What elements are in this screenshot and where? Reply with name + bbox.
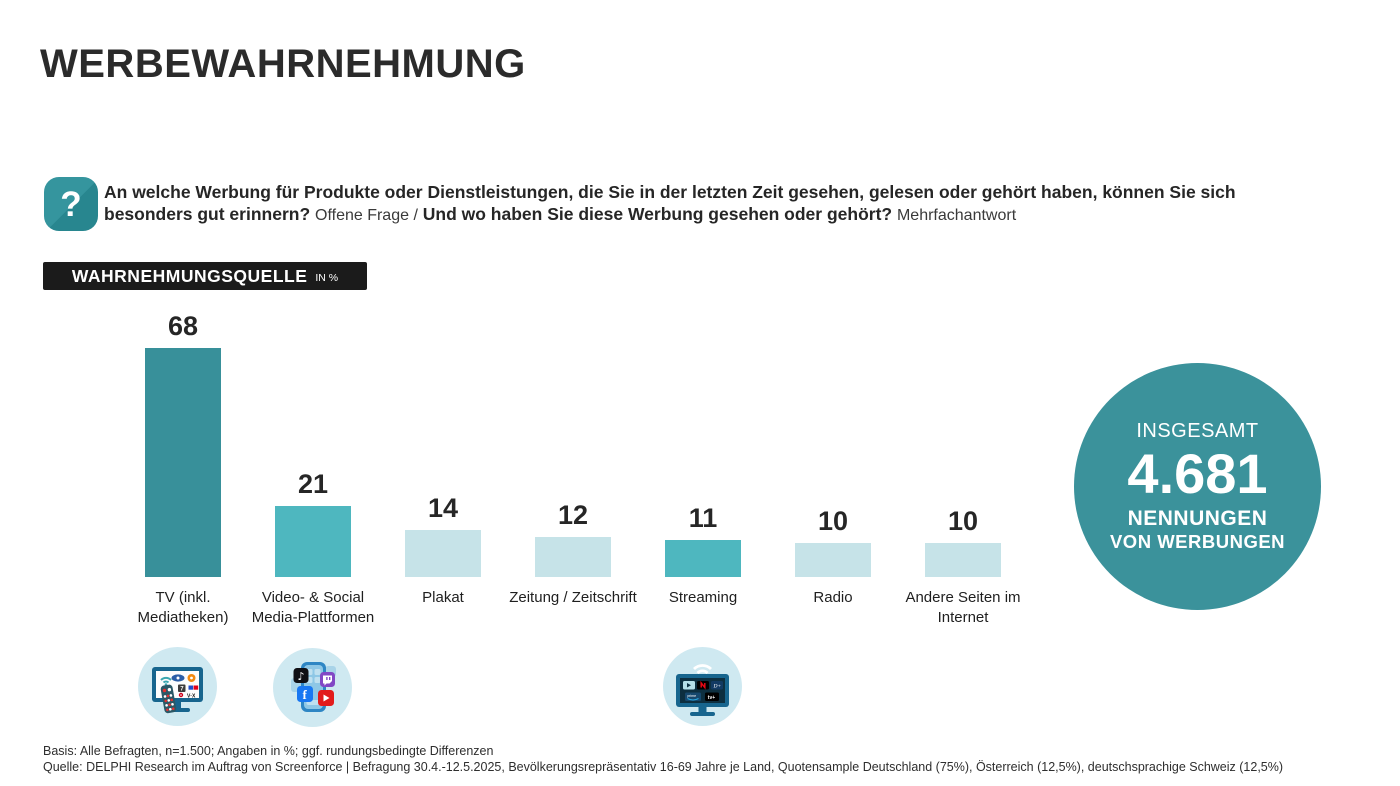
- bar-value-label: 14: [427, 493, 459, 523]
- question-part-1: An welche Werbung für Produkte oder Dien…: [104, 182, 1236, 224]
- bar-value-label: 10: [947, 506, 979, 536]
- question-note-2: Mehrfachantwort: [896, 207, 1017, 224]
- total-label-sub1: NENNUNGEN: [1127, 507, 1268, 531]
- bar-value-label: 10: [817, 506, 849, 536]
- question-part-2: Und wo haben Sie diese Werbung gesehen o…: [422, 204, 893, 224]
- bar-column: 10: [898, 303, 1028, 577]
- total-value: 4.681: [1127, 441, 1268, 505]
- streaming-tv-icon: D+ prime tv+: [663, 647, 742, 726]
- bar-column: 10: [768, 303, 898, 577]
- svg-text:♪: ♪: [298, 670, 305, 683]
- footer-quelle: Quelle: DELPHI Research im Auftrag von S…: [43, 760, 1284, 774]
- section-badge-unit: IN %: [315, 272, 339, 284]
- bar: [925, 543, 1001, 577]
- bar-column: 11: [638, 303, 768, 577]
- svg-text:D+: D+: [713, 683, 722, 689]
- svg-text:f: f: [303, 687, 308, 702]
- bar-column: 68: [118, 303, 248, 577]
- tv-icon: 7 V·X: [138, 647, 217, 726]
- svg-text:prime: prime: [687, 694, 696, 698]
- question-note-1: Offene Frage /: [315, 207, 418, 224]
- bar-value-label: 12: [557, 500, 589, 530]
- category-label: Video- & Social Media-Plattformen: [251, 589, 375, 626]
- category-label: Streaming: [668, 589, 738, 606]
- question-mark-icon: ?: [44, 177, 98, 231]
- question-text: An welche Werbung für Produkte oder Dien…: [104, 181, 1294, 227]
- total-label-top: INSGESAMT: [1136, 419, 1259, 442]
- footer-basis: Basis: Alle Befragten, n=1.500; Angaben …: [43, 744, 494, 758]
- category-label: Andere Seiten im Internet: [905, 589, 1021, 626]
- section-badge: WAHRNEHMUNGSQUELLE IN %: [43, 262, 367, 290]
- total-circle: INSGESAMT 4.681 NENNUNGEN VON WERBUNGEN: [1074, 363, 1321, 610]
- category-label: Zeitung / Zeitschrift: [509, 589, 637, 606]
- bar-value-label: 21: [297, 469, 329, 499]
- bar-column: 12: [508, 303, 638, 577]
- question-mark-glyph: ?: [60, 184, 82, 224]
- bar: [275, 506, 351, 577]
- bar-value-label: 68: [167, 311, 199, 341]
- bar-value-label: 11: [688, 503, 718, 533]
- social-media-apps-icon: ♪ f: [273, 648, 352, 727]
- bar: [665, 540, 741, 577]
- bars-row: 68 21 14 12 11 10 10: [118, 303, 1028, 577]
- bar: [535, 537, 611, 577]
- bar-column: 14: [378, 303, 508, 577]
- bar: [795, 543, 871, 577]
- svg-text:V·X: V·X: [187, 693, 196, 699]
- section-badge-label: WAHRNEHMUNGSQUELLE: [71, 265, 308, 286]
- bar-column: 21: [248, 303, 378, 577]
- category-label: TV (inkl. Mediatheken): [137, 589, 229, 626]
- bar: [145, 348, 221, 577]
- footer: Basis: Alle Befragten, n=1.500; Angaben …: [43, 743, 1283, 775]
- category-labels-row: TV (inkl. Mediatheken) Video- & Social Me…: [118, 588, 1028, 628]
- svg-text:tv+: tv+: [708, 695, 715, 701]
- category-label: Radio: [813, 589, 853, 606]
- page-title: WERBEWAHRNEHMUNG: [40, 42, 526, 86]
- bar: [405, 530, 481, 577]
- svg-text:7: 7: [180, 687, 184, 693]
- category-label: Plakat: [422, 589, 464, 606]
- total-label-sub2: VON WERBUNGEN: [1109, 531, 1286, 553]
